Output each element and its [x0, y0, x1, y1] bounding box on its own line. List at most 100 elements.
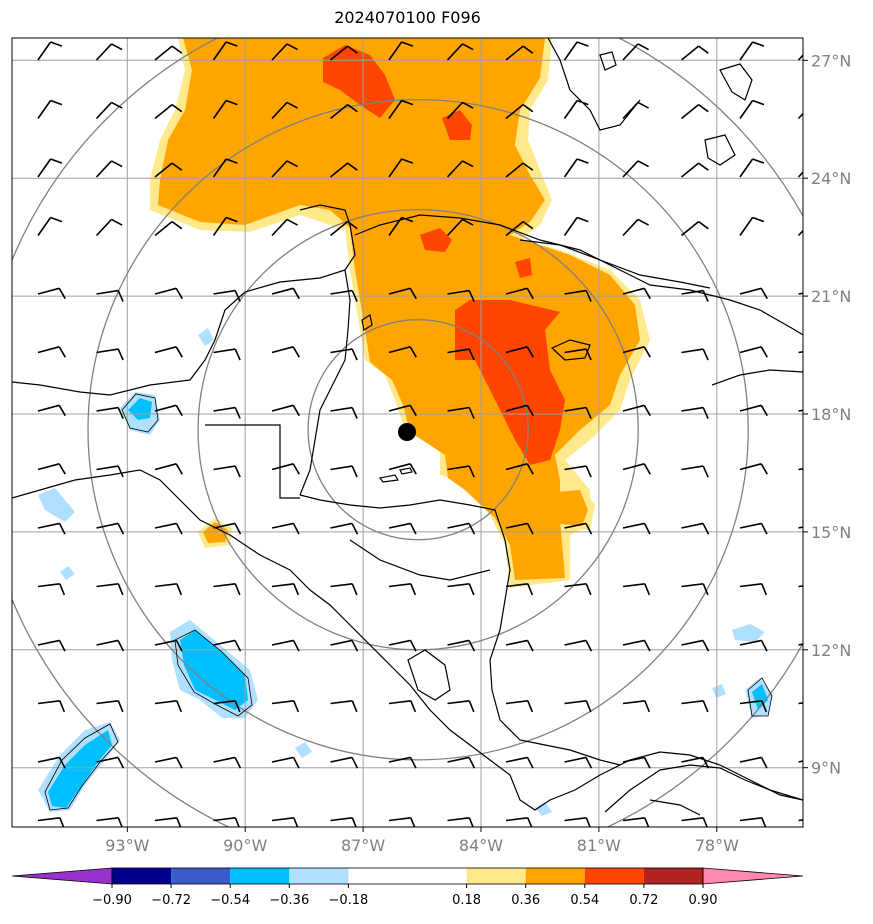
- wind-barb: [505, 639, 534, 652]
- colorbar-label: 0.36: [511, 893, 540, 908]
- wind-barb: [622, 583, 651, 596]
- wind-barb: [447, 756, 476, 769]
- wind-barb: [798, 526, 803, 529]
- wind-barb: [681, 348, 709, 361]
- wind-barb: [388, 41, 414, 61]
- wind-barb: [739, 700, 768, 713]
- positive-high-region: [323, 45, 395, 118]
- wind-barb: [330, 406, 358, 419]
- wind-barb: [212, 158, 238, 178]
- wind-barb: [505, 104, 534, 120]
- wind-barb: [37, 817, 65, 827]
- wind-barb: [739, 522, 768, 535]
- wind-barb: [739, 287, 768, 300]
- wind-barb: [213, 639, 242, 652]
- cuba-south-coast: [519, 239, 711, 289]
- wind-barb: [271, 700, 300, 713]
- wind-barb: [388, 700, 417, 713]
- wind-barb: [271, 463, 300, 475]
- wind-barb: [798, 643, 803, 646]
- wind-barb: [622, 218, 649, 237]
- wind-barb: [213, 406, 241, 419]
- negative-contour: [747, 677, 773, 717]
- wind-barb: [330, 289, 358, 302]
- wind-barb: [388, 639, 417, 652]
- wind-barb: [563, 99, 589, 119]
- wind-barb: [681, 465, 709, 478]
- wind-barb: [797, 171, 803, 178]
- colorbar-frame: [111, 867, 704, 885]
- wind-barb: [213, 289, 241, 302]
- wind-barb: [330, 756, 359, 769]
- negative-mid-region: [752, 684, 768, 710]
- wind-barb: [37, 700, 66, 713]
- colorbar-segment: [230, 868, 290, 884]
- lake-nicaragua: [407, 649, 451, 701]
- negative-light-region: [535, 802, 552, 816]
- lat-tick-label: 18°N: [811, 405, 851, 424]
- wind-barb: [388, 99, 414, 119]
- wind-barb: [96, 756, 125, 769]
- wind-barb: [446, 101, 474, 120]
- wind-barb: [505, 45, 534, 61]
- wind-barb: [739, 463, 768, 475]
- wind-barb: [271, 583, 300, 596]
- wind-barb: [447, 817, 474, 827]
- wind-barb: [37, 583, 66, 596]
- colorbar-label: −0.72: [151, 893, 191, 908]
- wind-barb: [505, 756, 534, 769]
- negative-contour: [174, 629, 253, 717]
- negative-light-region: [198, 328, 214, 346]
- wind-barb: [797, 229, 803, 237]
- wind-barb: [330, 639, 359, 652]
- colorbar-label: −0.18: [328, 893, 368, 908]
- wind-barb: [505, 162, 534, 178]
- wind-barb: [739, 346, 768, 358]
- wind-barb: [447, 348, 475, 361]
- wind-barb: [563, 41, 589, 61]
- wind-barb: [739, 817, 767, 827]
- wind-barb: [96, 700, 124, 713]
- wind-barb: [96, 817, 123, 827]
- wind-barb: [681, 406, 709, 419]
- wind-barb: [388, 287, 417, 300]
- colorbar-segment: [171, 868, 231, 884]
- plot-frame: [11, 37, 804, 828]
- wind-barb: [681, 817, 708, 827]
- wind-barb: [622, 756, 651, 769]
- wind-barb: [739, 158, 765, 178]
- lat-tick-label: 27°N: [811, 51, 851, 70]
- wind-barb: [564, 465, 592, 478]
- wind-barb: [622, 700, 651, 713]
- wind-barb: [564, 583, 592, 596]
- wind-barb: [798, 467, 803, 471]
- negative-contour: [44, 723, 119, 811]
- wind-barb: [154, 522, 183, 535]
- wind-barb: [739, 216, 765, 236]
- florida-coast: [547, 38, 641, 131]
- colorbar-segment: [112, 868, 172, 884]
- wind-barb: [213, 583, 241, 596]
- lon-tick-label: 84°W: [459, 836, 503, 855]
- wind-barb: [154, 104, 183, 120]
- wind-barb: [96, 465, 124, 478]
- wind-barb: [329, 104, 358, 120]
- lat-tick-label: 21°N: [811, 287, 851, 306]
- wind-barb: [447, 522, 476, 535]
- positive-mid-region: [556, 490, 588, 526]
- wind-barb: [154, 346, 183, 358]
- wind-barb: [505, 404, 534, 417]
- wind-barb: [271, 43, 298, 61]
- yucatan-peninsula-line: [299, 269, 351, 496]
- lat-tick-label: 15°N: [811, 523, 851, 542]
- wind-barb: [447, 583, 475, 596]
- wind-barb: [154, 639, 183, 652]
- colorbar-label: −0.54: [210, 893, 250, 908]
- range-ring: [87, 98, 749, 761]
- colorbar-segment: [466, 868, 526, 884]
- wind-barb: [564, 639, 593, 652]
- wind-barb: [622, 287, 651, 300]
- colorbar-label: 0.18: [452, 893, 481, 908]
- wind-barb: [271, 346, 300, 358]
- wind-barb: [447, 700, 475, 713]
